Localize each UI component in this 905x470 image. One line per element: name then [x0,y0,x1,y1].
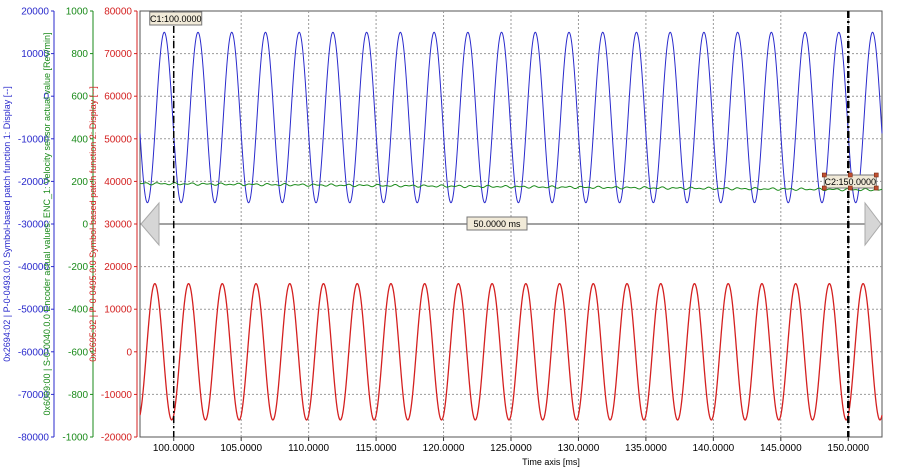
y-tick-label-red: 30000 [104,220,132,231]
axes-layer: 20000100000-10000-20000-30000-40000-5000… [2,7,870,468]
y-tick-label-red: 50000 [104,134,132,145]
y-tick-label-red: 40000 [104,177,132,188]
x-tick-label: 100.0000 [153,443,195,454]
y-tick-label-green: -200 [68,262,88,273]
x-tick-label: 135.0000 [625,443,667,454]
y-tick-label-blue: -60000 [18,347,50,358]
cursor-label-c1: C1:100.0000 [150,14,202,24]
cursor-label-c2: C2:150.0000 [824,177,876,187]
y-tick-label-blue: -70000 [18,390,50,401]
y-tick-label-green: 0 [82,220,88,231]
y-tick-label-red: 10000 [104,305,132,316]
y-tick-label-blue: 0 [43,92,49,103]
x-tick-label: 140.0000 [693,443,735,454]
y-tick-label-blue: -30000 [18,220,50,231]
x-tick-label: 130.0000 [558,443,600,454]
y-tick-label-green: 1000 [66,7,89,18]
selection-handle [873,172,879,178]
cursor-layer[interactable]: C1:100.0000 C2:150.0000 50.0000 ms [149,11,879,437]
selection-handle [873,185,879,191]
x-tick-label: 120.0000 [423,443,465,454]
y-axis-title-green: 0x6069:00 | S-0-0040.0.0 Encoder actual … [42,32,52,415]
y-tick-label-red: 0 [126,347,132,358]
cursor-label-box-c1[interactable] [149,11,203,26]
y-tick-label-red: 80000 [104,7,132,18]
y-tick-label-blue: -80000 [18,433,50,444]
y-tick-label-blue: -20000 [18,177,50,188]
y-tick-label-blue: -10000 [18,134,50,145]
y-axis-title-blue: 0x2694:02 | P-0-0493.0.0 Symbol-based pa… [2,86,12,362]
selection-handle [847,185,853,191]
x-tick-label: 145.0000 [760,443,802,454]
y-tick-label-red: 60000 [104,92,132,103]
delta-label: 50.0000 ms [473,219,521,229]
selection-handle [821,185,827,191]
nav-layer[interactable] [140,201,882,247]
scroll-right-arrow-icon[interactable] [864,201,882,247]
series-line-0 [139,31,883,204]
y-tick-label-green: 200 [71,177,88,188]
y-tick-label-red: 20000 [104,262,132,273]
x-tick-label: 115.0000 [356,443,397,454]
y-tick-label-green: 600 [71,92,88,103]
selection-handle [847,172,853,178]
y-axis-title-red: 0x2695:02 | P-0-0495.0.0 Symbol-based pa… [88,86,98,362]
x-axis-title: Time axis [ms] [522,457,580,467]
y-tick-label-red: 70000 [104,49,132,60]
y-tick-label-blue: -40000 [18,262,50,273]
x-tick-label: 150.0000 [827,443,869,454]
y-tick-label-red: -10000 [101,390,133,401]
x-tick-label: 105.0000 [220,443,262,454]
y-tick-label-blue: -50000 [18,305,50,316]
y-tick-label-red: -20000 [101,433,133,444]
y-tick-label-green: 800 [71,49,88,60]
y-tick-label-green: -1000 [62,433,88,444]
y-tick-label-green: 400 [71,134,88,145]
scroll-left-arrow-icon[interactable] [140,201,160,247]
delta-label-box [466,216,528,231]
y-tick-label-green: -400 [68,305,88,316]
x-tick-label: 110.0000 [288,443,329,454]
y-tick-label-green: -800 [68,390,88,401]
x-tick-label: 125.0000 [490,443,532,454]
y-tick-label-blue: 20000 [21,7,49,18]
y-tick-label-blue: 10000 [21,49,49,60]
series-line-2 [139,282,883,421]
series-line-1 [139,182,883,192]
selection-handle [821,172,827,178]
series-layer [139,31,883,421]
y-tick-label-green: -600 [68,347,88,358]
